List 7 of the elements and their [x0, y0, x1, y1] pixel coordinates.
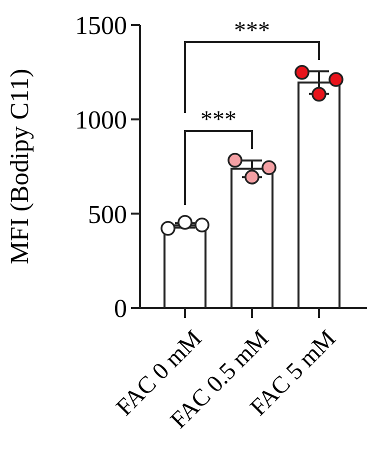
y-tick-label: 1000 [75, 105, 127, 134]
y-tick-label: 500 [88, 200, 127, 229]
annotation: *** [234, 18, 270, 44]
y-tick-label: 0 [114, 294, 127, 324]
y-tick-label: 1500 [75, 11, 127, 40]
y-axis-title: MFI (Bodipy C11) [5, 68, 34, 264]
annotation: *** [200, 107, 236, 133]
